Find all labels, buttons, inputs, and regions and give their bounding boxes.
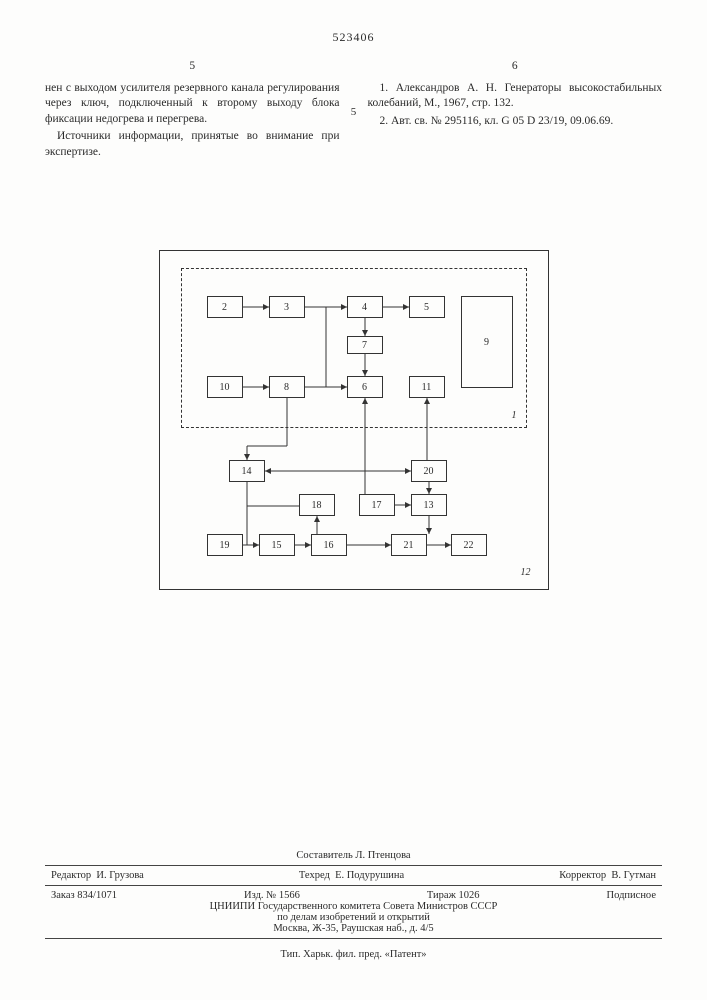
block-16: 16 [311,534,347,556]
block-22: 22 [451,534,487,556]
order: Заказ 834/1071 [51,890,117,901]
right-p1: 1. Александров А. Н. Генераторы высокост… [368,81,663,112]
block-15: 15 [259,534,295,556]
col-num-left: 5 [45,59,340,75]
left-column: 5 нен с выходом усилителя резервного кан… [45,59,340,160]
block-20: 20 [411,460,447,482]
col-num-right: 6 [368,59,663,75]
print-row: Заказ 834/1071 Изд. № 1566 Тираж 1026 По… [45,890,662,901]
block-10: 10 [207,376,243,398]
credits-row: Редактор И. Грузова Техред Е. Подурушина… [45,870,662,881]
compiler-line: Составитель Л. Птенцова [45,850,662,861]
block-diagram: 2 3 4 5 7 10 8 6 11 9 14 20 18 17 13 19 15 16 21 22 1 12 [159,250,549,590]
techred: Техред Е. Подурушина [299,870,404,881]
block-5: 5 [409,296,445,318]
left-p2: Источники информации, принятые во вниман… [45,129,340,160]
block-18: 18 [299,494,335,516]
document-number: 523406 [45,30,662,45]
gutter-line-num: 5 [351,106,357,118]
block-19: 19 [207,534,243,556]
block-4: 4 [347,296,383,318]
printer: Тип. Харьк. фил. пред. «Патент» [45,949,662,960]
outer-label: 12 [521,567,531,578]
block-7: 7 [347,336,383,354]
block-9: 9 [461,296,513,388]
block-17: 17 [359,494,395,516]
org2: по делам изобретений и открытий [45,912,662,923]
right-p2: 2. Авт. св. № 295116, кл. G 05 D 23/19, … [368,114,663,130]
org1: ЦНИИПИ Государственного комитета Совета … [45,901,662,912]
addr: Москва, Ж-35, Раушская наб., д. 4/5 [45,923,662,934]
right-column: 6 1. Александров А. Н. Генераторы высоко… [368,59,663,160]
block-3: 3 [269,296,305,318]
izd: Изд. № 1566 [244,890,300,901]
corrector: Корректор В. Гутман [559,870,656,881]
block-13: 13 [411,494,447,516]
block-21: 21 [391,534,427,556]
tirazh: Тираж 1026 [427,890,480,901]
block-2: 2 [207,296,243,318]
block-6: 6 [347,376,383,398]
left-p1: нен с выходом усилителя резервного канал… [45,81,340,128]
imprint-footer: Составитель Л. Птенцова Редактор И. Груз… [45,850,662,960]
block-8: 8 [269,376,305,398]
block-11: 11 [409,376,445,398]
block-14: 14 [229,460,265,482]
editor: Редактор И. Грузова [51,870,144,881]
sign: Подписное [607,890,656,901]
inner-label: 1 [512,410,517,421]
